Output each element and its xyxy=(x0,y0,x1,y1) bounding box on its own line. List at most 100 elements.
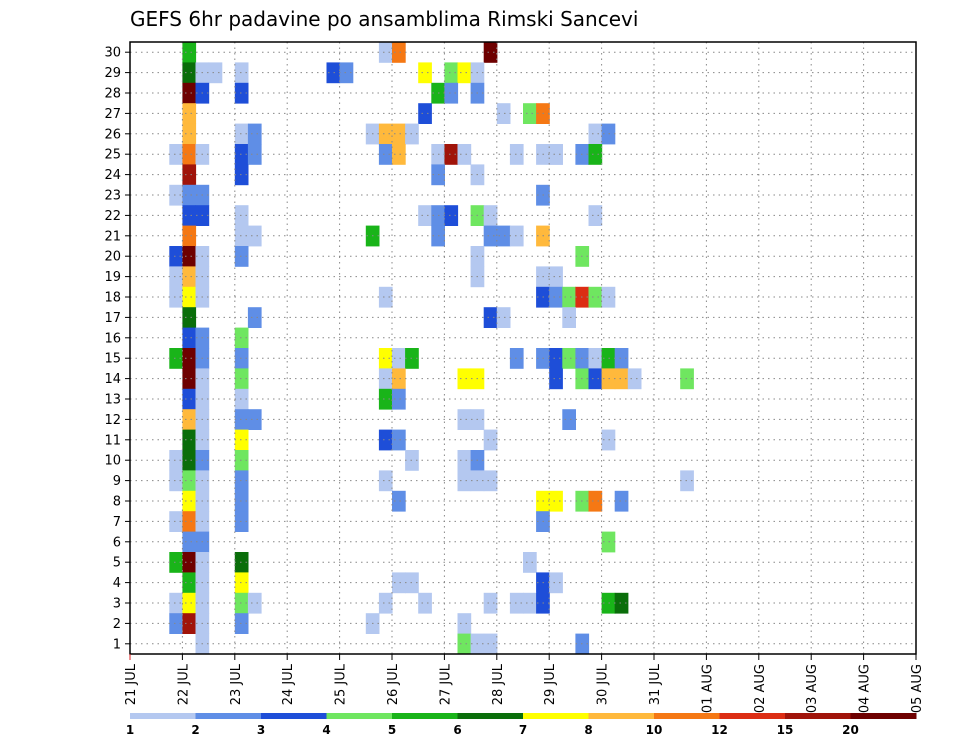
y-tick-label: 18 xyxy=(104,291,121,306)
y-tick-label: 7 xyxy=(113,515,121,530)
cell xyxy=(182,103,197,124)
cell xyxy=(234,470,249,492)
cell xyxy=(588,144,603,165)
cell xyxy=(562,348,576,369)
colorbar-label: 12 xyxy=(711,723,728,737)
cell xyxy=(378,368,393,390)
cell xyxy=(483,307,498,328)
cell xyxy=(496,307,511,328)
cell xyxy=(392,572,406,594)
x-tick-label: 04 AUG xyxy=(858,664,873,713)
x-tick-label: 31 JUL xyxy=(648,663,663,705)
y-tick-label: 16 xyxy=(104,331,121,346)
cell xyxy=(392,123,406,145)
cell xyxy=(234,246,249,267)
cell xyxy=(339,62,354,84)
x-tick-label: 22 JUL xyxy=(176,663,191,705)
x-tick-label: 26 JUL xyxy=(386,663,401,705)
colorbar-label: 2 xyxy=(191,723,199,737)
cell xyxy=(169,470,183,492)
cell xyxy=(601,286,616,308)
y-tick-label: 19 xyxy=(104,270,121,285)
cell xyxy=(182,592,197,614)
cell xyxy=(457,450,472,471)
cell xyxy=(247,409,262,430)
cell xyxy=(182,225,197,247)
x-tick-label: 25 JUL xyxy=(334,663,349,705)
colorbar-segment xyxy=(392,713,458,719)
cell xyxy=(496,225,511,247)
y-tick-label: 6 xyxy=(113,535,121,550)
cell xyxy=(614,368,629,390)
cell xyxy=(457,470,472,492)
cell xyxy=(182,327,197,349)
cell xyxy=(392,429,406,451)
cell xyxy=(378,286,393,308)
cell xyxy=(182,409,197,430)
cell xyxy=(588,205,603,226)
cell xyxy=(457,144,472,165)
cell xyxy=(234,327,249,349)
y-tick-label: 8 xyxy=(113,495,121,510)
y-tick-label: 22 xyxy=(104,209,121,224)
cell xyxy=(562,409,576,430)
cell xyxy=(444,205,459,226)
cell xyxy=(182,286,197,308)
cell xyxy=(549,144,563,165)
cell xyxy=(601,123,616,145)
cell xyxy=(182,348,197,369)
cell xyxy=(182,552,197,573)
cell xyxy=(549,286,563,308)
cell xyxy=(614,348,629,369)
cell xyxy=(549,348,563,369)
x-tick-label: 24 JUL xyxy=(281,663,296,705)
cell xyxy=(182,184,197,206)
colorbar-label: 6 xyxy=(453,723,461,737)
cell xyxy=(418,103,432,124)
y-tick-label: 14 xyxy=(104,372,121,387)
cell xyxy=(234,348,249,369)
cell xyxy=(392,42,406,63)
cell xyxy=(601,592,616,614)
x-tick-label: 01 AUG xyxy=(700,664,715,713)
cell xyxy=(182,531,197,553)
y-tick-label: 12 xyxy=(104,413,121,428)
cell xyxy=(234,82,249,104)
colorbar-segment xyxy=(130,713,196,719)
cell xyxy=(234,144,249,165)
x-tick-label: 02 AUG xyxy=(753,664,768,713)
cell xyxy=(614,592,629,614)
cell xyxy=(208,62,223,84)
x-axis: 21 JUL 22 JUL 23 JUL 24 JUL 25 JUL 26 JUL 27 J… xyxy=(124,654,925,713)
cell xyxy=(234,592,249,614)
y-tick-label: 5 xyxy=(113,556,121,571)
cell xyxy=(182,123,197,145)
colorbar-segment xyxy=(326,713,393,719)
colorbar-segment xyxy=(785,713,851,719)
cell xyxy=(378,388,393,410)
cell xyxy=(509,225,524,247)
cell xyxy=(601,368,616,390)
cell xyxy=(182,450,197,471)
cell xyxy=(234,490,249,512)
cell xyxy=(601,348,616,369)
cell xyxy=(169,450,183,471)
y-tick-label: 29 xyxy=(104,66,121,81)
cell xyxy=(483,225,498,247)
cell xyxy=(588,368,603,390)
cell xyxy=(457,62,472,84)
cell xyxy=(182,572,197,594)
cell xyxy=(392,388,406,410)
cell xyxy=(483,429,498,451)
y-tick-label: 30 xyxy=(104,46,121,61)
y-tick-label: 21 xyxy=(104,229,121,244)
cell xyxy=(378,348,393,369)
cell xyxy=(182,246,197,267)
cell xyxy=(523,592,537,614)
cell xyxy=(509,592,524,614)
cell xyxy=(234,511,249,532)
cell xyxy=(169,613,183,634)
cell xyxy=(444,82,459,104)
cell xyxy=(509,348,524,369)
cell xyxy=(182,368,197,390)
